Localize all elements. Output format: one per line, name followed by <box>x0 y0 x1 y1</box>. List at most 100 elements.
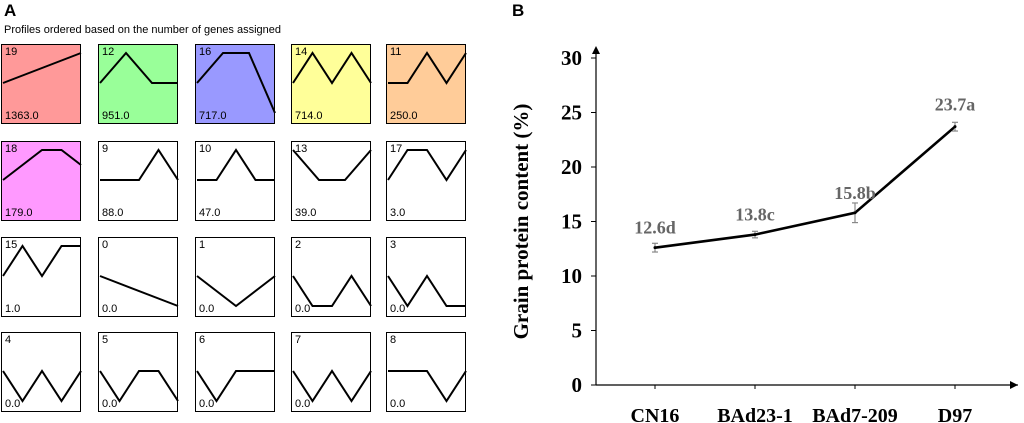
profile-id: 5 <box>102 334 109 346</box>
profile-line <box>196 370 275 403</box>
profile-line <box>99 51 178 84</box>
grain-protein-chart: 0 5 10 15 20 25 30 Grain protein content (%) CN1… <box>509 46 1018 423</box>
profile-box: 14 714.0 <box>291 44 372 124</box>
profile-line <box>292 51 372 85</box>
profile-id: 4 <box>5 334 12 346</box>
profile-count: 0.0 <box>199 398 215 410</box>
profile-id: 16 <box>199 46 212 58</box>
series-line <box>654 125 956 249</box>
profile-box: 8 0.0 <box>386 332 467 412</box>
profile-box: 16 717.0 <box>195 44 276 124</box>
profile-box: 2 0.0 <box>291 237 372 317</box>
profile-line <box>99 370 179 403</box>
panel-b-letter: B <box>512 1 525 20</box>
data-label: 23.7a <box>935 95 976 115</box>
profile-count: 0.0 <box>295 398 311 410</box>
profile-id: 17 <box>390 143 403 155</box>
panel-a-subtitle: Profiles ordered based on the number of … <box>4 24 282 36</box>
profile-count: 0.0 <box>102 303 118 315</box>
profile-id: 7 <box>295 334 302 346</box>
x-tick-label: CN16 <box>631 405 680 423</box>
profile-box: 11 250.0 <box>386 44 467 124</box>
profile-count: 0.0 <box>102 398 118 410</box>
profile-line <box>196 275 276 308</box>
profile-box: 3 0.0 <box>386 237 466 317</box>
x-tick-label: D97 <box>938 405 972 423</box>
y-tick-label: 15 <box>561 210 582 234</box>
profile-line <box>196 52 276 114</box>
data-label: 12.6d <box>634 218 676 238</box>
profile-id: 0 <box>102 239 109 251</box>
profile-box: 13 39.0 <box>291 141 372 221</box>
profile-line <box>388 51 467 85</box>
profile-line <box>99 275 179 307</box>
profile-line <box>2 244 81 278</box>
profile-count: 250.0 <box>390 110 418 122</box>
profile-count: 1363.0 <box>5 110 39 122</box>
profile-box: 10 47.0 <box>195 141 275 221</box>
x-tick-label: BAd23-1 <box>717 405 793 423</box>
panel-a-letter: A <box>4 1 17 20</box>
x-tick-label: BAd7-209 <box>812 405 898 423</box>
data-point <box>753 233 757 237</box>
profile-line <box>100 148 179 181</box>
profile-id: 13 <box>295 143 308 155</box>
profile-id: 2 <box>295 239 302 251</box>
profile-count: 47.0 <box>199 207 221 219</box>
profile-line <box>387 274 466 308</box>
profile-id: 15 <box>5 239 18 251</box>
y-axis-label: Grain protein content (%) <box>509 104 533 340</box>
profile-id: 9 <box>102 143 109 155</box>
profile-count: 717.0 <box>199 110 227 122</box>
profile-line <box>197 148 275 181</box>
profile-box: 0 0.0 <box>98 237 179 317</box>
profile-box: 12 951.0 <box>98 44 178 124</box>
y-tick-label: 25 <box>561 101 582 125</box>
profile-box: 19 1363.0 <box>1 44 82 124</box>
x-axis-arrow <box>1010 381 1018 389</box>
profile-id: 11 <box>390 46 402 58</box>
y-axis-arrow <box>592 46 600 54</box>
profile-count: 3.0 <box>390 207 406 219</box>
profile-id: 6 <box>199 334 206 346</box>
profile-count: 951.0 <box>102 110 130 122</box>
profile-id: 14 <box>295 46 308 58</box>
data-point <box>953 125 957 129</box>
profile-count: 88.0 <box>102 207 124 219</box>
profile-grid: 19 1363.0 12 951.0 16 717.0 14 714.0 11 250.0 18 17… <box>0 0 500 423</box>
profile-line <box>387 149 467 182</box>
profile-box: 7 0.0 <box>291 332 372 412</box>
profile-count: 0.0 <box>390 398 406 410</box>
data-label: 13.8c <box>735 205 775 225</box>
profile-count: 0.0 <box>199 303 215 315</box>
profile-line <box>2 149 82 181</box>
profile-box: 18 179.0 <box>1 141 82 221</box>
y-tick-label: 30 <box>561 46 582 70</box>
profile-box: 9 88.0 <box>98 141 179 221</box>
profile-id: 8 <box>390 334 397 346</box>
data-label: 15.8b <box>834 183 876 203</box>
profile-line <box>292 369 372 403</box>
y-tick-label: 20 <box>561 155 582 179</box>
profile-count: 39.0 <box>295 207 317 219</box>
profile-count: 0.0 <box>5 398 21 410</box>
profile-box: 15 1.0 <box>1 237 81 317</box>
profile-line <box>292 274 372 307</box>
profile-box: 4 0.0 <box>1 332 82 412</box>
profile-line <box>388 370 467 403</box>
data-point <box>853 211 857 215</box>
profile-id: 12 <box>102 46 115 58</box>
profile-id: 1 <box>199 239 206 251</box>
profile-count: 0.0 <box>295 303 311 315</box>
profile-count: 179.0 <box>5 207 33 219</box>
data-point <box>653 246 657 250</box>
profile-box: 17 3.0 <box>386 141 467 221</box>
profile-line <box>292 149 372 181</box>
profile-box: 6 0.0 <box>195 332 275 412</box>
profile-line <box>2 52 82 84</box>
profile-id: 10 <box>199 143 212 155</box>
profile-id: 19 <box>5 46 18 58</box>
profile-count: 0.0 <box>390 303 406 315</box>
profile-count: 1.0 <box>5 303 21 315</box>
profile-id: 18 <box>5 143 18 155</box>
